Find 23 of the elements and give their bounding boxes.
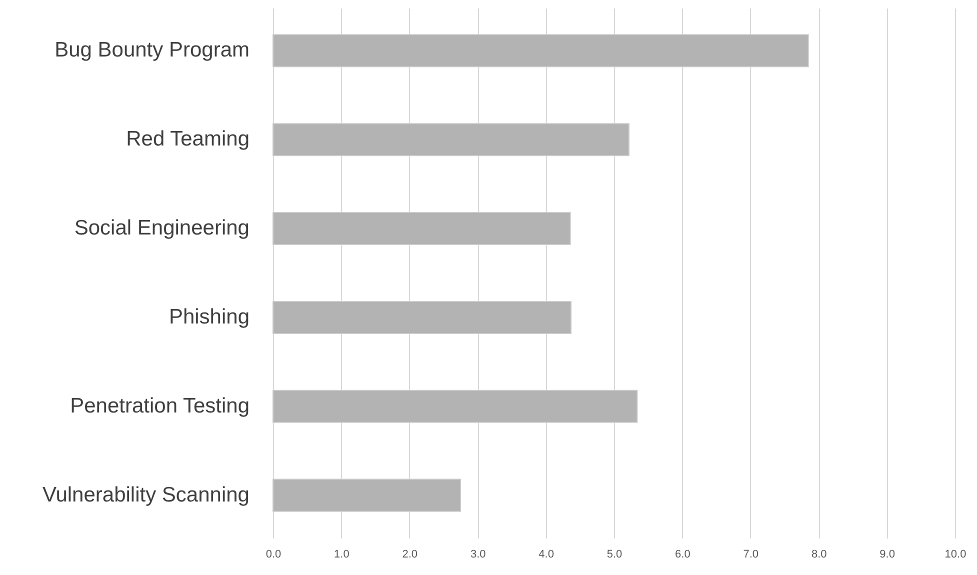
x-tick-label: 9.0 [880,548,895,560]
y-tick-label: Phishing [168,305,250,328]
x-tick-label: 2.0 [402,548,418,560]
bar [272,123,630,156]
x-tick-label: 1.0 [334,548,350,560]
x-tick-label: 7.0 [743,548,759,560]
x-tick-label: 6.0 [675,548,690,560]
y-tick-label: Bug Bounty Program [54,38,250,62]
bar [272,212,571,246]
x-tick-label: 5.0 [606,548,622,560]
y-tick-label: Penetration Testing [70,394,250,418]
y-tick-label: Vulnerability Scanning [42,483,250,506]
x-tick-label: 4.0 [538,548,554,560]
y-tick-label: Red Teaming [126,128,250,151]
x-tick-label: 0.0 [266,548,282,560]
bar [272,300,572,334]
x-tick-label: 10.0 [944,548,966,560]
bar [272,390,638,423]
bar [272,34,809,68]
x-tick-label: 8.0 [811,548,827,560]
y-tick-label: Social Engineering [74,216,250,240]
bar [272,478,462,512]
x-tick-label: 3.0 [470,548,486,560]
